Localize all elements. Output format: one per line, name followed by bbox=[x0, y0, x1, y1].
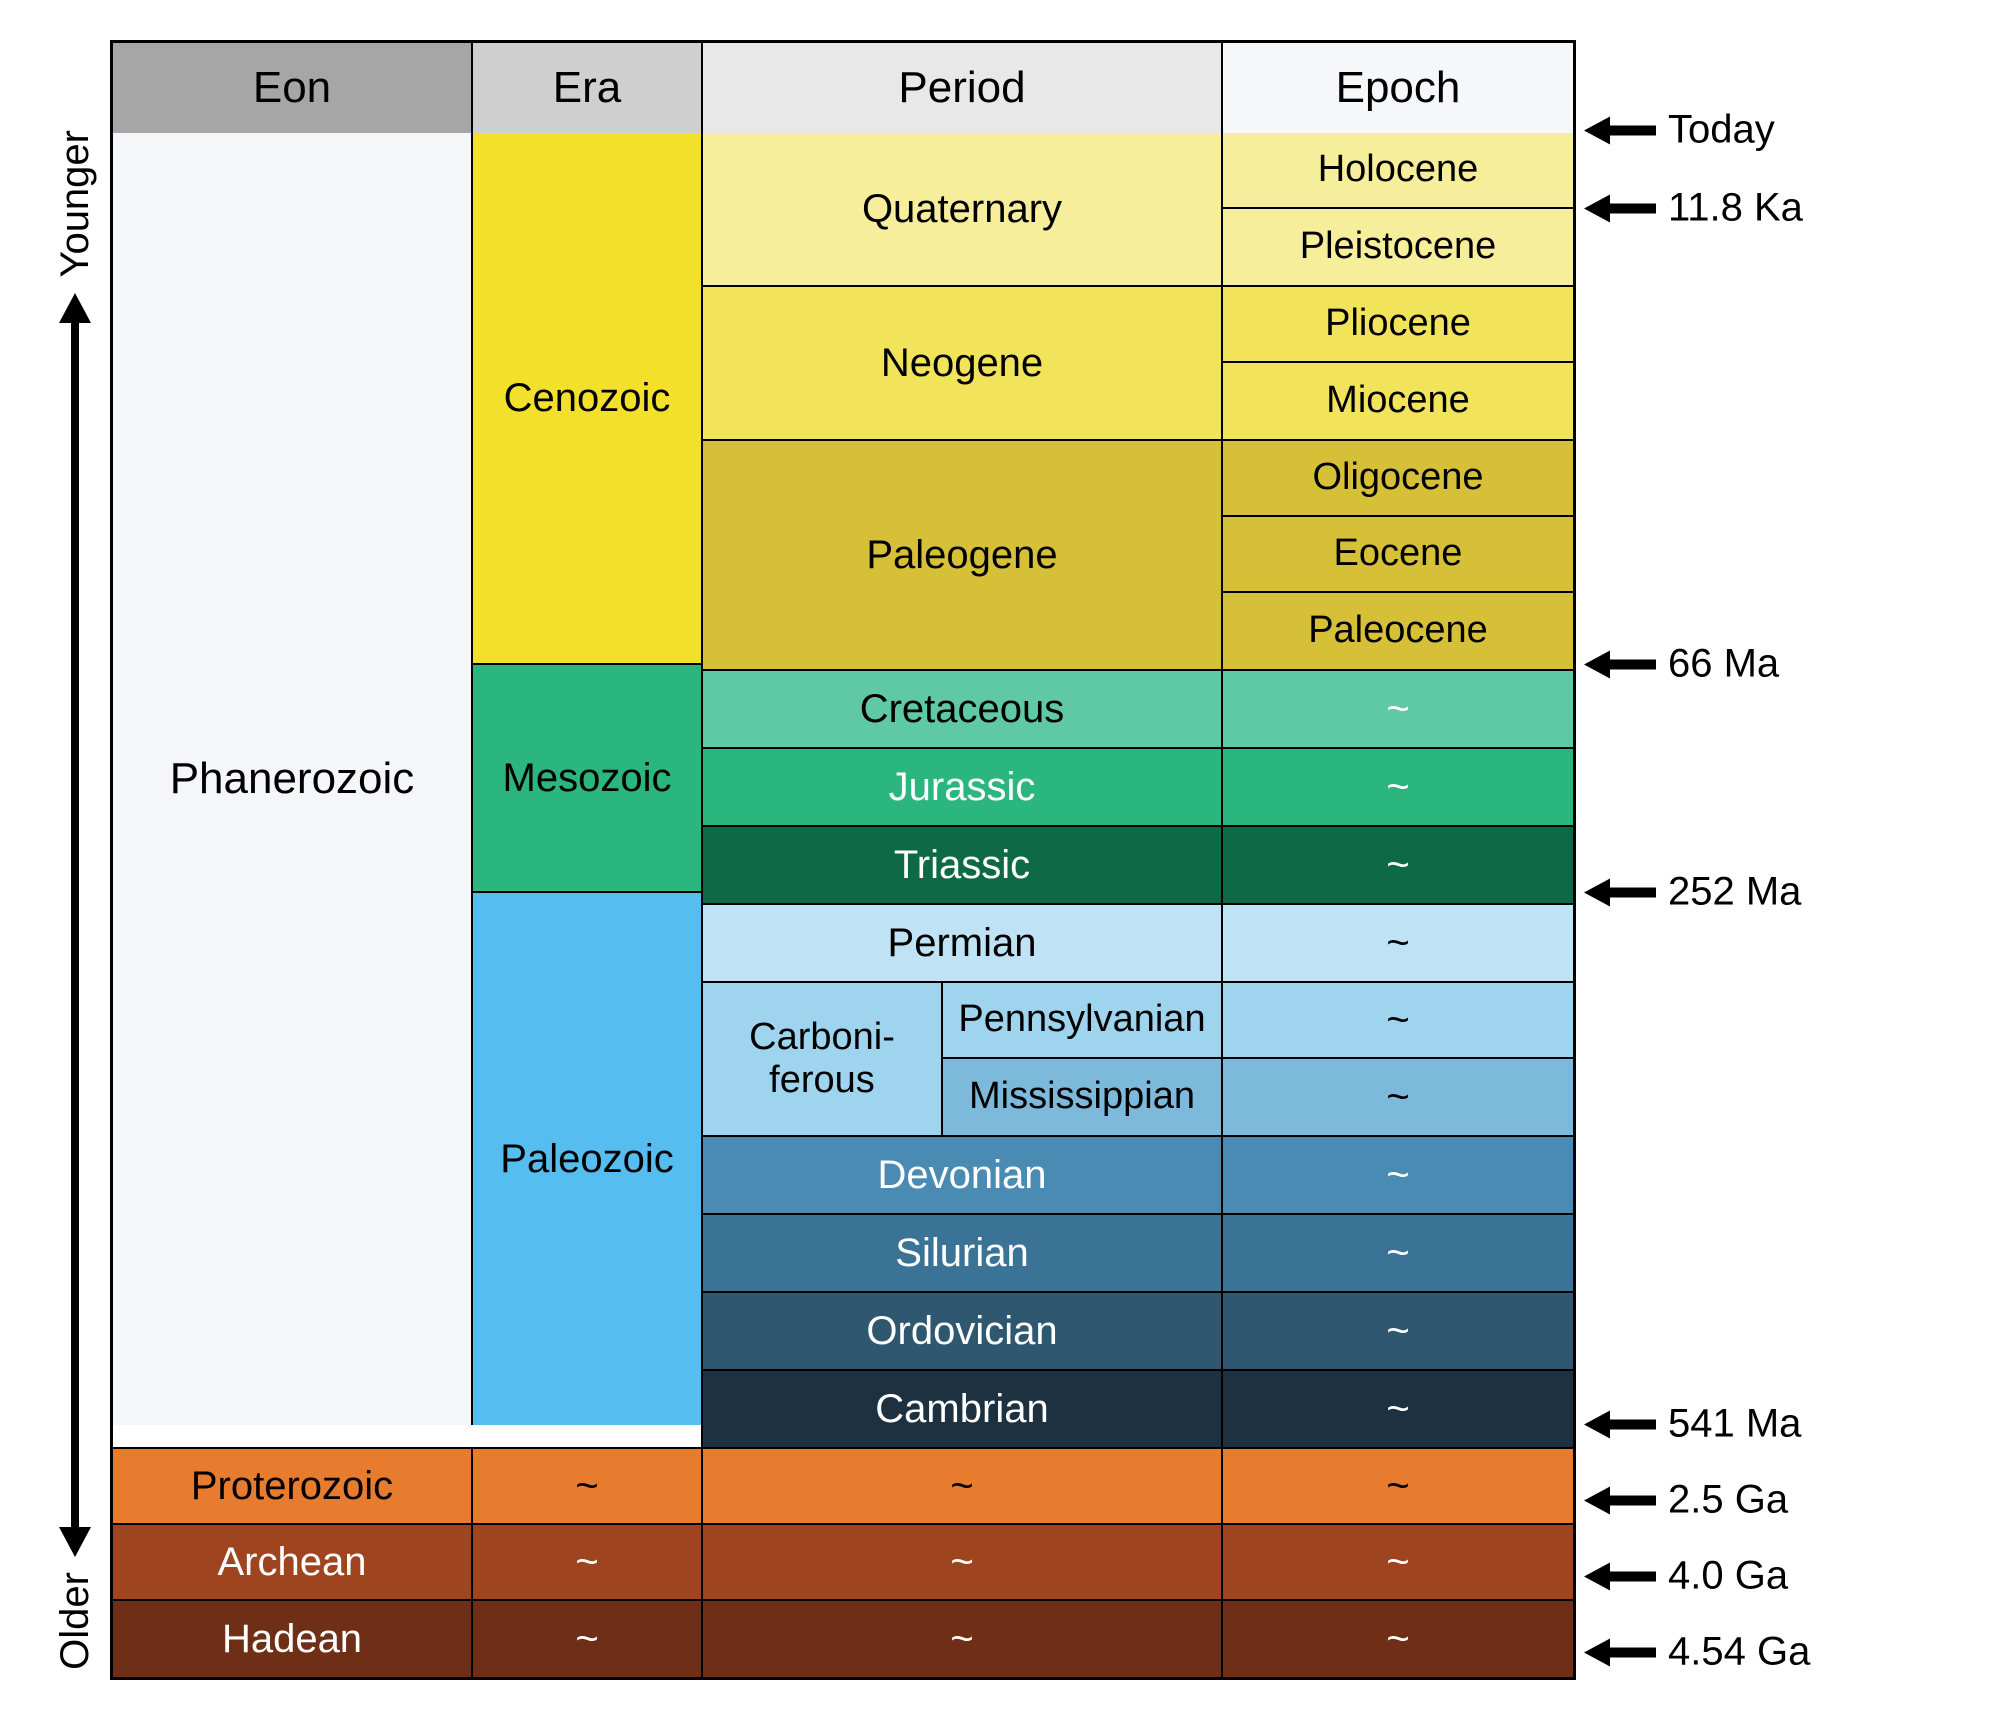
epoch-penn-tilde: ~ bbox=[1223, 983, 1573, 1059]
arrow-left-icon bbox=[1584, 116, 1656, 144]
row-neogene: Neogene Pliocene Miocene bbox=[703, 287, 1573, 441]
epoch-miocene: Miocene bbox=[1223, 363, 1573, 439]
row-cretaceous: Cretaceous ~ bbox=[703, 671, 1573, 749]
row-hadean: Hadean ~ ~ ~ bbox=[113, 1601, 1573, 1677]
eon-archean: Archean bbox=[113, 1525, 473, 1599]
age-axis: Younger Older bbox=[40, 40, 110, 1680]
annotation-66-ma: 66 Ma bbox=[1584, 642, 1779, 687]
epoch-pleistocene: Pleistocene bbox=[1223, 209, 1573, 285]
header-row: Eon Era Period Epoch bbox=[113, 43, 1573, 133]
row-phanerozoic: Phanerozoic Cenozoic Mesozoic Paleozoic … bbox=[113, 133, 1573, 1449]
annotation-2.5-ga: 2.5 Ga bbox=[1584, 1478, 1788, 1523]
period-neogene: Neogene bbox=[703, 287, 1223, 439]
era-hadean-tilde: ~ bbox=[473, 1601, 703, 1677]
epoch-cretaceous-tilde: ~ bbox=[1223, 671, 1573, 747]
period-silurian: Silurian bbox=[703, 1215, 1223, 1291]
period-devonian: Devonian bbox=[703, 1137, 1223, 1213]
annotation-today: Today bbox=[1584, 108, 1775, 153]
row-archean: Archean ~ ~ ~ bbox=[113, 1525, 1573, 1601]
row-devonian: Devonian ~ bbox=[703, 1137, 1573, 1215]
epoch-holocene: Holocene bbox=[1223, 133, 1573, 209]
period-quaternary: Quaternary bbox=[703, 133, 1223, 285]
epoch-hadean-tilde: ~ bbox=[1223, 1601, 1573, 1677]
axis-label-younger: Younger bbox=[53, 130, 98, 278]
period-carboniferous: Carboni- ferous bbox=[703, 983, 943, 1135]
period-ordovician: Ordovician bbox=[703, 1293, 1223, 1369]
period-paleogene: Paleogene bbox=[703, 441, 1223, 669]
arrow-left-icon bbox=[1584, 1638, 1656, 1666]
period-cretaceous: Cretaceous bbox=[703, 671, 1223, 747]
period-hadean-tilde: ~ bbox=[703, 1601, 1223, 1677]
header-epoch: Epoch bbox=[1223, 43, 1573, 133]
axis-label-older: Older bbox=[53, 1572, 98, 1670]
period-permian: Permian bbox=[703, 905, 1223, 981]
subperiod-pennsylvanian: Pennsylvanian bbox=[943, 983, 1221, 1059]
header-era: Era bbox=[473, 43, 703, 133]
annotation-11.8-ka: 11.8 Ka bbox=[1584, 186, 1803, 231]
annotation-252-ma: 252 Ma bbox=[1584, 870, 1801, 915]
row-jurassic: Jurassic ~ bbox=[703, 749, 1573, 827]
annotation-4.54-ga: 4.54 Ga bbox=[1584, 1630, 1810, 1675]
eon-phanerozoic: Phanerozoic bbox=[113, 133, 473, 1425]
epoch-pliocene: Pliocene bbox=[1223, 287, 1573, 363]
period-cambrian: Cambrian bbox=[703, 1371, 1223, 1447]
epoch-miss-tilde: ~ bbox=[1223, 1059, 1573, 1135]
arrow-down-icon bbox=[59, 1527, 91, 1557]
row-permian: Permian ~ bbox=[703, 905, 1573, 983]
arrow-left-icon bbox=[1584, 1562, 1656, 1590]
period-jurassic: Jurassic bbox=[703, 749, 1223, 825]
arrow-left-icon bbox=[1584, 194, 1656, 222]
epoch-devonian-tilde: ~ bbox=[1223, 1137, 1573, 1213]
row-silurian: Silurian ~ bbox=[703, 1215, 1573, 1293]
period-triassic: Triassic bbox=[703, 827, 1223, 903]
arrow-left-icon bbox=[1584, 878, 1656, 906]
header-period: Period bbox=[703, 43, 1223, 133]
eon-hadean: Hadean bbox=[113, 1601, 473, 1677]
period-epoch-stack: Quaternary Holocene Pleistocene Neogene … bbox=[703, 133, 1573, 1447]
era-stack: Cenozoic Mesozoic Paleozoic bbox=[473, 133, 703, 1447]
time-annotations: Today 11.8 Ka 66 Ma 252 Ma 541 Ma 2.5 Ga 4.0 G… bbox=[1576, 40, 1936, 1680]
annotation-4.0-ga: 4.0 Ga bbox=[1584, 1554, 1788, 1599]
epoch-paleocene: Paleocene bbox=[1223, 593, 1573, 669]
arrow-up-icon bbox=[59, 293, 91, 323]
row-proterozoic: Proterozoic ~ ~ ~ bbox=[113, 1449, 1573, 1525]
period-archean-tilde: ~ bbox=[703, 1525, 1223, 1599]
era-archean-tilde: ~ bbox=[473, 1525, 703, 1599]
arrow-left-icon bbox=[1584, 1410, 1656, 1438]
row-carboniferous: Carboni- ferous Pennsylvanian Mississipp… bbox=[703, 983, 1573, 1137]
epoch-oligocene: Oligocene bbox=[1223, 441, 1573, 517]
epoch-silurian-tilde: ~ bbox=[1223, 1215, 1573, 1291]
epoch-cambrian-tilde: ~ bbox=[1223, 1371, 1573, 1447]
era-paleozoic: Paleozoic bbox=[473, 893, 701, 1425]
time-scale-table: Eon Era Period Epoch Phanerozoic Cenozoi… bbox=[110, 40, 1576, 1680]
epoch-permian-tilde: ~ bbox=[1223, 905, 1573, 981]
eon-proterozoic: Proterozoic bbox=[113, 1449, 473, 1523]
epoch-eocene: Eocene bbox=[1223, 517, 1573, 593]
row-cambrian: Cambrian ~ bbox=[703, 1371, 1573, 1447]
era-cenozoic: Cenozoic bbox=[473, 133, 701, 665]
epoch-proterozoic-tilde: ~ bbox=[1223, 1449, 1573, 1523]
epoch-archean-tilde: ~ bbox=[1223, 1525, 1573, 1599]
axis-arrow bbox=[59, 278, 91, 1573]
arrow-left-icon bbox=[1584, 1486, 1656, 1514]
row-quaternary: Quaternary Holocene Pleistocene bbox=[703, 133, 1573, 287]
subperiod-mississippian: Mississippian bbox=[943, 1059, 1221, 1135]
annotation-541-ma: 541 Ma bbox=[1584, 1402, 1801, 1447]
period-proterozoic-tilde: ~ bbox=[703, 1449, 1223, 1523]
arrow-left-icon bbox=[1584, 650, 1656, 678]
row-paleogene: Paleogene Oligocene Eocene Paleocene bbox=[703, 441, 1573, 671]
header-eon: Eon bbox=[113, 43, 473, 133]
epoch-ordovician-tilde: ~ bbox=[1223, 1293, 1573, 1369]
row-triassic: Triassic ~ bbox=[703, 827, 1573, 905]
geologic-time-scale: Younger Older Eon Era Period Epoch Phane… bbox=[40, 40, 1960, 1680]
epoch-jurassic-tilde: ~ bbox=[1223, 749, 1573, 825]
row-ordovician: Ordovician ~ bbox=[703, 1293, 1573, 1371]
era-mesozoic: Mesozoic bbox=[473, 665, 701, 893]
era-proterozoic-tilde: ~ bbox=[473, 1449, 703, 1523]
epoch-triassic-tilde: ~ bbox=[1223, 827, 1573, 903]
